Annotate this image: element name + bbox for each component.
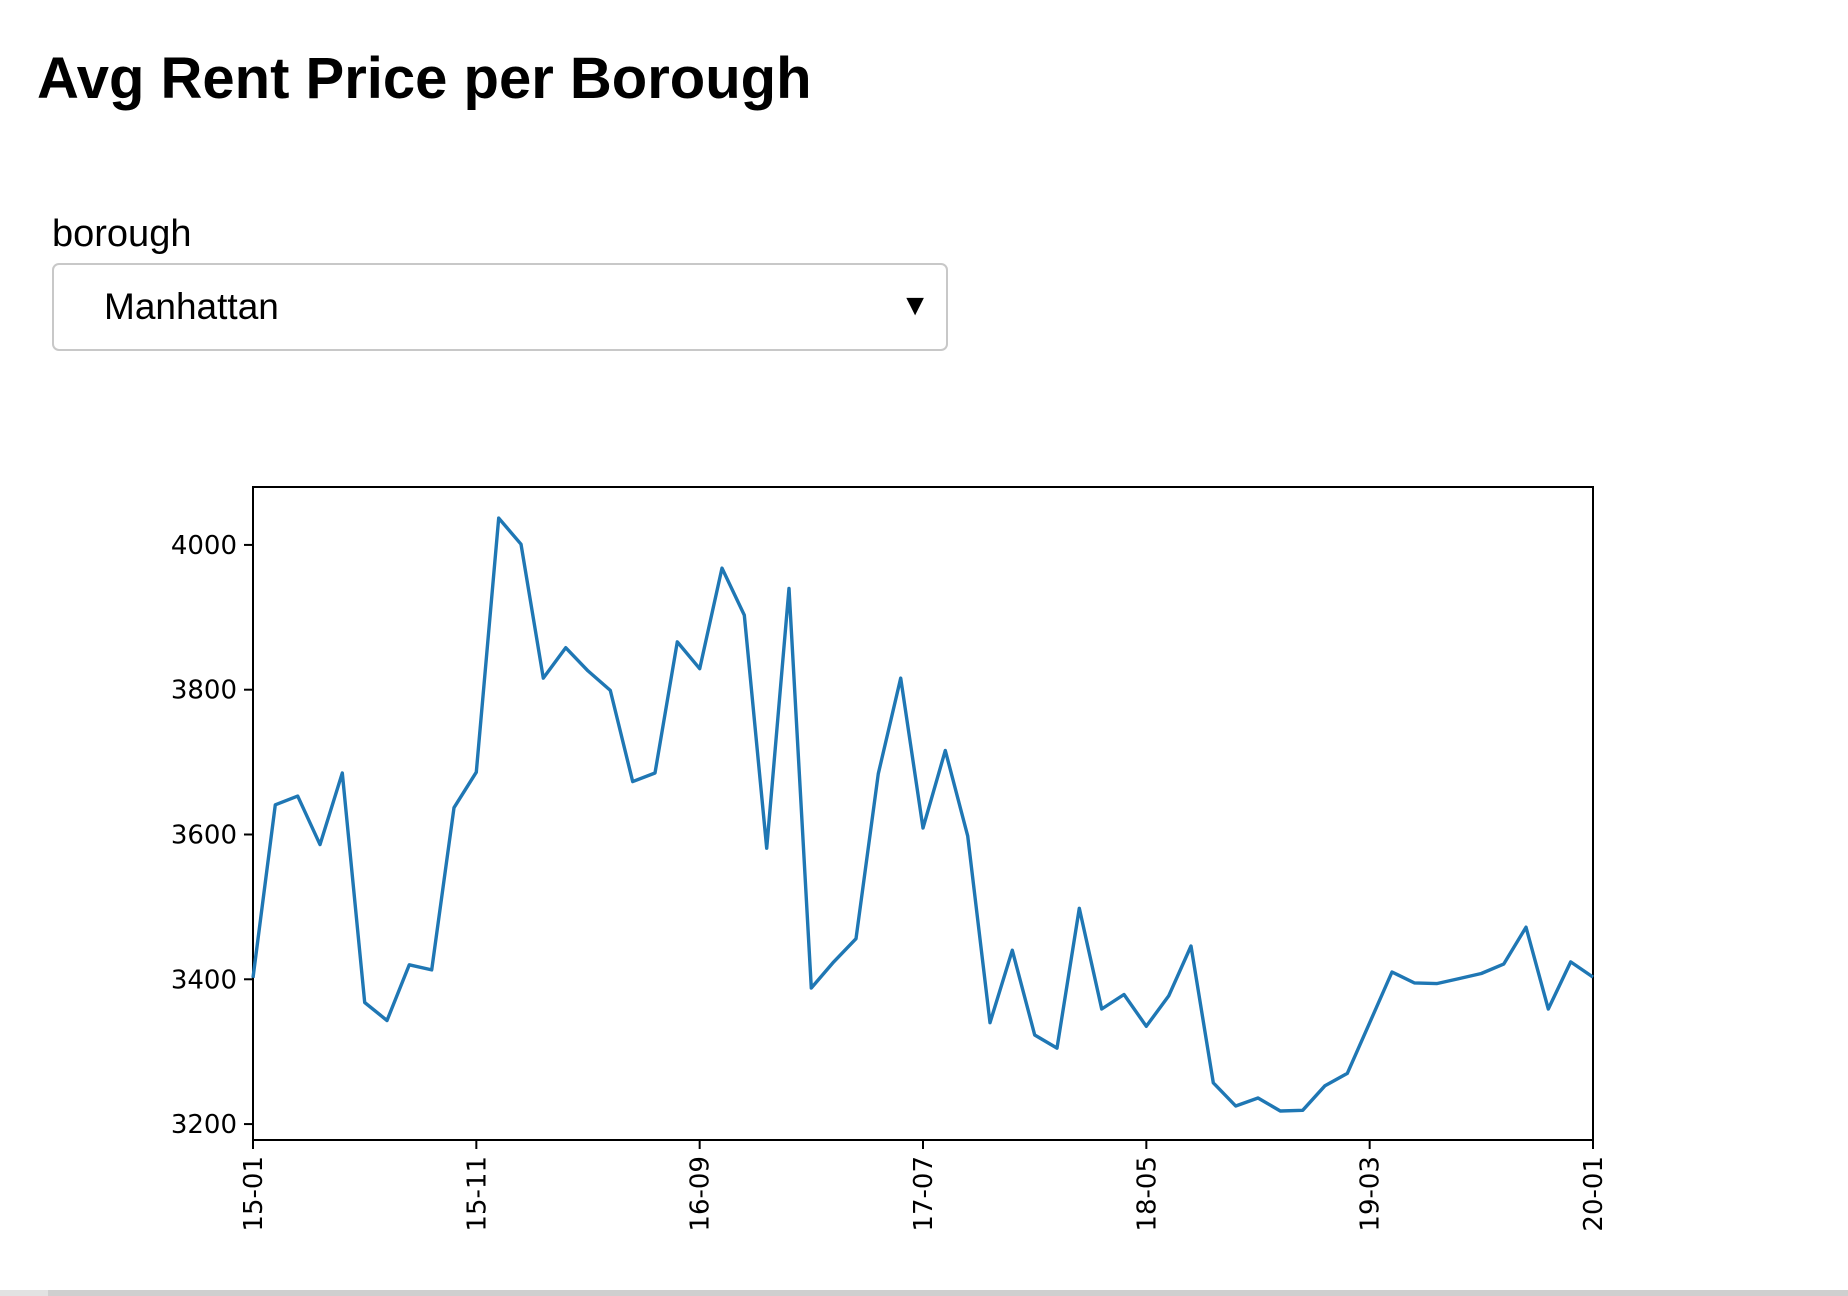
borough-dropdown-label: borough bbox=[52, 213, 192, 255]
x-tick-label: 20-01 bbox=[1579, 1156, 1609, 1232]
borough-dropdown[interactable]: Manhattan ▼ bbox=[52, 263, 948, 351]
rent-price-chart: 3200 3400 3600 3800 4000 15-01 15-11 16-09 17-07… bbox=[0, 440, 1848, 1286]
x-tick-label: 16-09 bbox=[686, 1156, 716, 1232]
y-tick-label: 3600 bbox=[171, 820, 237, 850]
horizontal-scrollbar[interactable] bbox=[0, 1290, 1848, 1296]
borough-dropdown-value: Manhattan bbox=[104, 286, 279, 327]
x-tick-label: 15-01 bbox=[239, 1156, 269, 1232]
triangle-down-icon[interactable]: ▼ bbox=[900, 289, 930, 322]
x-tick-label: 18-05 bbox=[1132, 1156, 1162, 1232]
x-tick-label: 17-07 bbox=[909, 1156, 939, 1232]
y-tick-label: 3400 bbox=[171, 965, 237, 995]
y-tick-label: 4000 bbox=[171, 531, 237, 561]
y-tick-label: 3200 bbox=[171, 1110, 237, 1140]
x-tick-label: 15-11 bbox=[462, 1156, 492, 1232]
y-tick-label: 3800 bbox=[171, 676, 237, 706]
series-line bbox=[251, 516, 1594, 1113]
x-tick-label: 19-03 bbox=[1356, 1156, 1386, 1232]
chart-svg: 3200 3400 3600 3800 4000 15-01 15-11 16-09 17-07… bbox=[171, 486, 1609, 1232]
page-title: Avg Rent Price per Borough bbox=[37, 46, 812, 111]
scrollbar-thumb[interactable] bbox=[48, 1290, 1848, 1296]
